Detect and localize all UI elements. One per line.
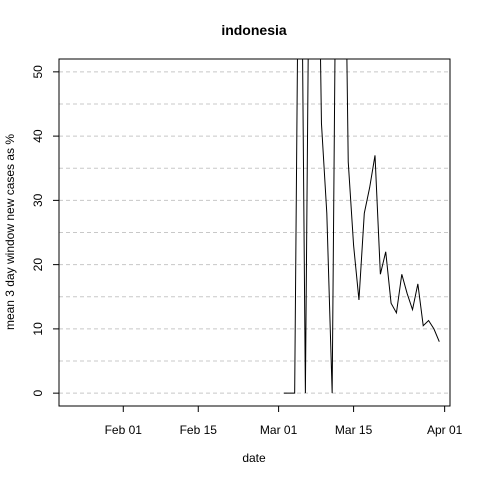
y-axis-label: mean 3 day window new cases as %	[3, 134, 17, 330]
chart-title: indonesia	[221, 22, 287, 38]
plot-frame	[58, 58, 451, 407]
x-tick-label: Mar 01	[260, 423, 298, 437]
series-line	[283, 59, 440, 394]
y-tick-label: 50	[31, 65, 45, 79]
y-tick-label: 30	[31, 193, 45, 207]
x-tick-label: Mar 15	[335, 423, 373, 437]
series	[283, 59, 440, 394]
x-axis-label: date	[242, 451, 266, 465]
axes: 0 10 20 30 40 50 Feb 01 Feb 15 Mar 01 Mar 15 Apr 0…	[31, 65, 463, 437]
grid	[59, 71, 450, 394]
y-tick-label: 20	[31, 258, 45, 272]
y-tick-label: 10	[31, 322, 45, 336]
x-tick-label: Feb 15	[180, 423, 218, 437]
y-tick-label: 40	[31, 129, 45, 143]
x-tick-label: Apr 01	[427, 423, 463, 437]
y-tick-label: 0	[31, 389, 45, 396]
x-tick-label: Feb 01	[105, 423, 143, 437]
